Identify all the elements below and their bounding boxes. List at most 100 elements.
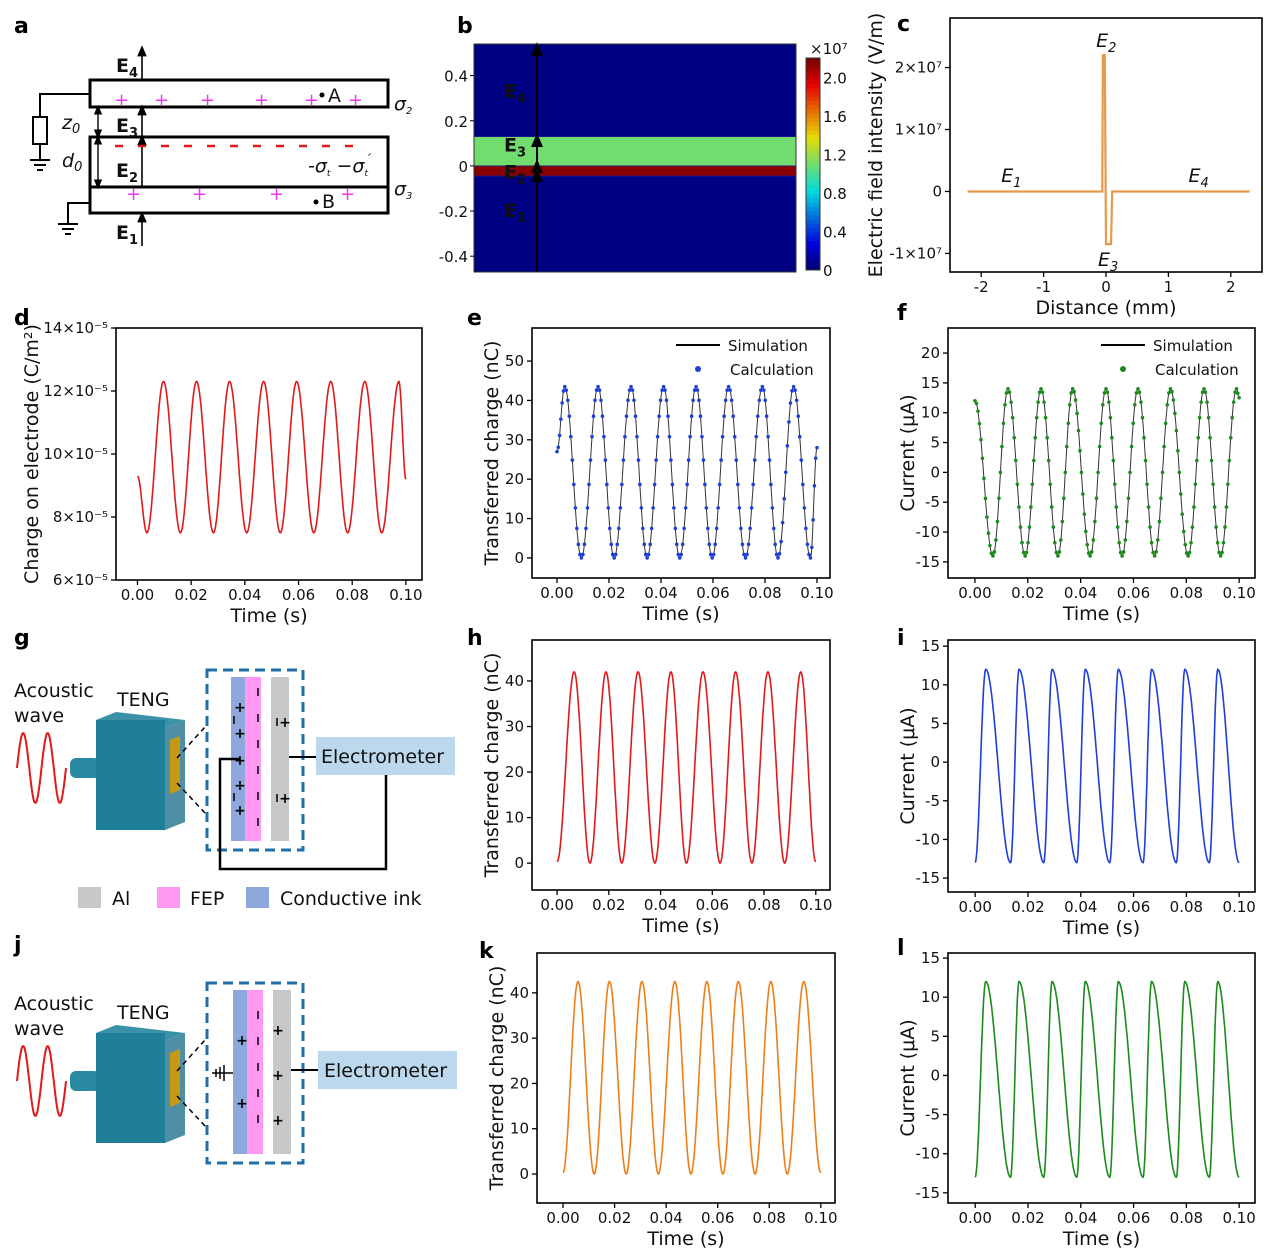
electrometer-label: Electrometer [324,1060,447,1082]
calculation-point [1111,458,1116,463]
field-label-E3: E3 [1098,249,1118,275]
y-tick-label: 40 [505,391,524,409]
calculation-point [1093,519,1097,524]
calculation-point [1076,428,1081,433]
colorbar-segment [806,113,820,118]
calculation-point [1048,482,1053,487]
calculation-point [674,542,679,547]
chart-h: 0.00 0.02 0.04 0.06 0.08 0.10 0 10 20 30 40 Time (s… [481,639,832,937]
y-tick-label: 12×10⁻⁵ [43,382,108,400]
calculation-point [673,526,678,531]
colorbar-tick-label: 1.2 [823,146,847,164]
y-tick-label: 40 [510,984,529,1002]
calculation-point [1228,435,1233,440]
calculation-point [1101,403,1105,407]
calculation-point [560,401,564,405]
x-tick-label: 0.00 [546,1209,579,1227]
x-tick-label: 0.00 [540,584,573,602]
calculation-point [1066,421,1071,426]
chart-l: 0.00 0.02 0.04 0.06 0.08 0.10 -15 -10 -5 0 5 10 15 Ti… [897,949,1256,1250]
calculation-point [672,506,676,510]
calculation-point [1051,525,1056,529]
panel-label-h: h [467,626,483,651]
calculation-point [1148,525,1152,529]
calculation-point [766,434,770,439]
calculation-point [613,552,618,557]
calculation-point [701,458,706,462]
calculation-point [776,556,780,560]
y-tick-label: 10 [921,676,940,694]
y-tick-label: -10 [916,1145,941,1163]
x-axis-label: Time (s) [1062,1228,1140,1250]
y-tick-label: 15 [921,949,940,967]
plot-frame [115,327,423,581]
calculation-point [1073,398,1078,402]
x-tick-label: 0.02 [592,896,625,914]
x-tick-label: 0.04 [1064,898,1097,916]
calculation-point [1042,400,1046,404]
calculation-point [556,445,561,450]
calculation-point [1027,525,1032,529]
field-label-E4: E4 [1188,165,1208,191]
calculation-point [1184,551,1189,555]
teng-label: TENG [116,689,170,711]
colorbar-segment [806,151,820,157]
calculation-point [763,398,768,403]
calculation-point [1069,391,1074,395]
calculation-point [1195,458,1199,463]
calculation-point [994,538,998,542]
calculation-point [1154,550,1158,554]
calculation-point [1174,428,1179,433]
x-axis-label: Time (s) [229,605,307,627]
legend-dot-calculation [1120,366,1126,372]
calculation-point [1045,435,1049,440]
calculation-point [1029,505,1033,509]
colorbar-segment [806,193,820,199]
calculation-point [569,434,573,439]
plus-sign: + [236,1033,248,1049]
calculation-point [603,458,608,462]
zoom-box [205,668,305,852]
calculation-point [627,388,632,392]
calculation-point [576,542,581,547]
calculation-point [1132,403,1137,407]
calculation-point [1059,538,1063,542]
calculation-point [1115,525,1120,529]
plus-sign: + [254,90,269,111]
chart-f: 0.00 0.02 0.04 0.06 0.08 0.10 -15 -10 -5 0 5 10 15 20… [897,327,1256,625]
calculation-point [1221,540,1226,545]
calculation-point [774,552,779,557]
y-axis-label: Current (μA) [897,1019,919,1136]
calculation-point [682,526,686,531]
y-tick-label: 10 [505,809,524,827]
calculation-point [596,384,600,389]
calculation-point [688,434,692,439]
y-tick-label: 15 [921,637,940,655]
y-axis-label: Electric field intensity (V/m) [865,13,887,278]
calculation-point [626,398,630,403]
field-label-main: E [1001,165,1013,187]
calculation-point [686,458,691,462]
y-tick-label: -0.4 [439,248,468,266]
colorbar-segment [806,125,820,131]
field-label-main: E [504,80,517,102]
y-axis-label: Transferred charge (nC) [481,653,503,879]
panel-label-f: f [897,301,907,326]
colorbar-segment [806,236,820,241]
top-electrode [88,78,390,109]
calculation-point [1117,540,1121,545]
calculation-point [1134,391,1139,395]
calculation-point [587,482,591,487]
y-tick-label: 5 [930,714,940,732]
colorbar-segment [806,96,820,101]
calculation-point [974,401,979,406]
calculation-point [590,434,594,439]
calculation-point [1033,435,1038,440]
series-line [562,980,822,1176]
plot-frame [531,639,831,891]
panel-label-a: a [14,14,29,39]
calculation-point [679,552,683,557]
calculation-point [1062,496,1066,501]
